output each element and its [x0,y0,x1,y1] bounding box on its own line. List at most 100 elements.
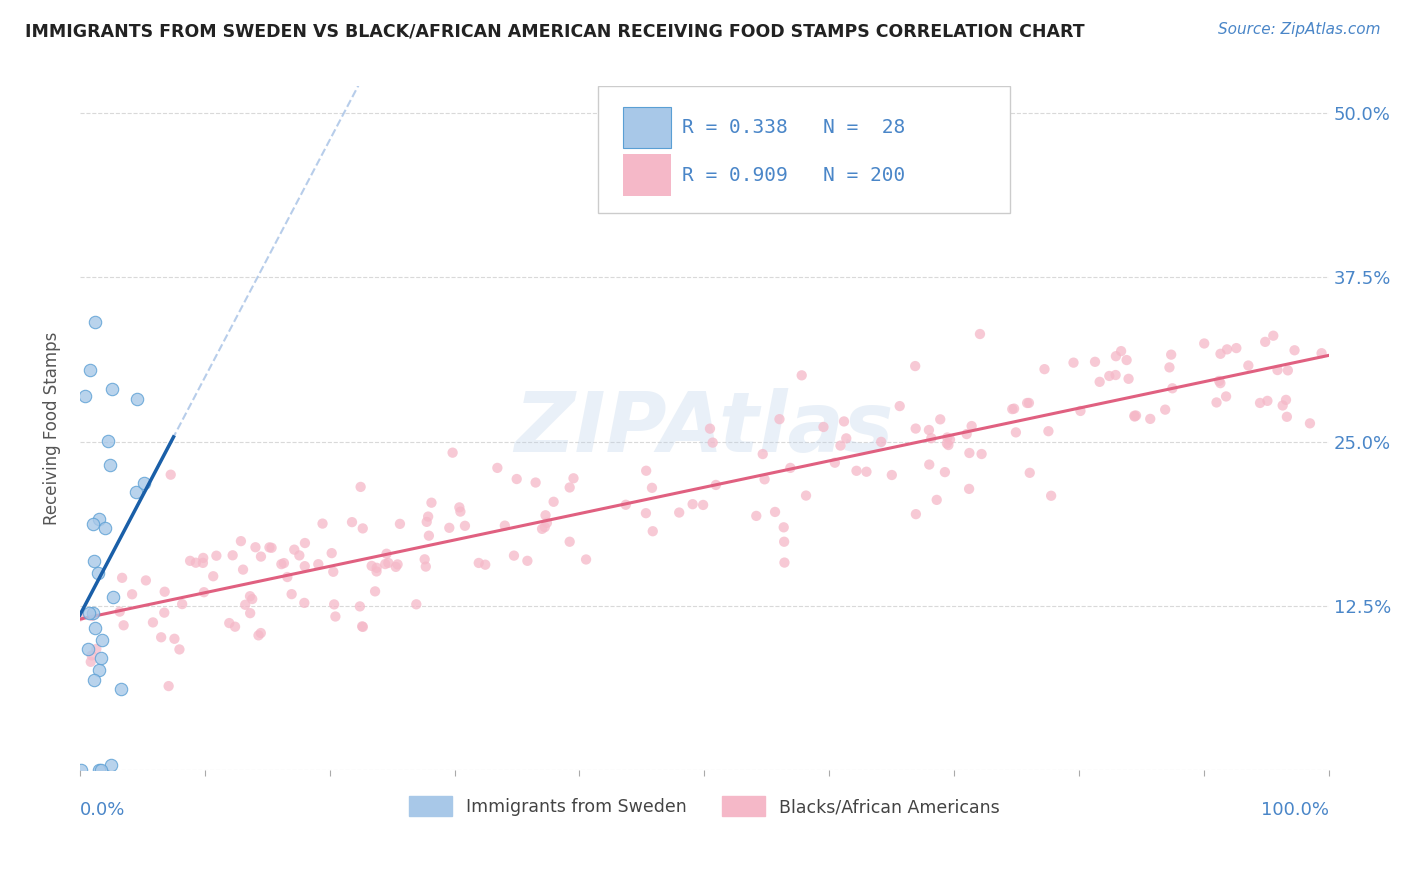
Point [159,467,181,482]
Point [533,520,555,534]
Point [641,481,664,495]
Point [558,480,581,494]
Point [420,496,443,510]
Point [80,655,103,669]
Point [534,508,557,523]
Point [349,480,371,494]
Point [1033,362,1056,376]
Point [969,326,991,341]
Point [751,447,773,461]
Point [845,464,868,478]
Point [1038,424,1060,438]
FancyBboxPatch shape [598,87,1011,213]
Point [918,458,941,472]
Point [323,598,346,612]
Point [702,435,724,450]
Point [1275,409,1298,424]
Text: IMMIGRANTS FROM SWEDEN VS BLACK/AFRICAN AMERICAN RECEIVING FOOD STAMPS CORRELATI: IMMIGRANTS FROM SWEDEN VS BLACK/AFRICAN … [25,22,1085,40]
Point [294,559,316,574]
Point [100,758,122,772]
Point [202,569,225,583]
Point [449,500,471,515]
Point [245,540,267,554]
Point [773,534,796,549]
Point [260,541,283,555]
Point [142,615,165,630]
Point [936,430,959,444]
Point [1109,344,1132,359]
Legend: Immigrants from Sweden, Blacks/African Americans: Immigrants from Sweden, Blacks/African A… [402,789,1007,823]
Point [935,436,957,450]
Point [614,498,637,512]
Point [1125,409,1147,423]
Point [84,315,107,329]
Point [1069,404,1091,418]
Point [1161,381,1184,395]
Point [918,423,941,437]
Point [112,618,135,632]
Point [86,566,108,580]
Point [205,549,228,563]
Text: Source: ZipAtlas.com: Source: ZipAtlas.com [1218,22,1381,37]
Point [1001,402,1024,417]
Point [273,556,295,570]
Point [79,363,101,377]
Point [904,421,927,435]
Point [91,632,114,647]
Point [172,597,194,611]
Point [970,447,993,461]
Point [240,592,263,607]
Point [870,434,893,449]
Point [830,439,852,453]
Point [83,621,105,635]
Point [193,585,215,599]
Point [418,529,440,543]
Point [938,438,960,452]
Point [636,464,658,478]
Point [1225,341,1247,355]
Point [405,597,427,611]
Y-axis label: Receiving Food Stamps: Receiving Food Stamps [44,332,60,525]
Point [745,508,768,523]
Point [153,584,176,599]
Point [135,574,157,588]
Point [259,541,281,555]
Point [101,591,124,605]
Point [224,620,246,634]
Point [111,571,134,585]
Point [1005,425,1028,440]
Point [1275,392,1298,407]
Point [110,682,132,697]
Point [516,554,538,568]
Point [89,663,111,677]
Point [413,552,436,566]
Point [1310,346,1333,360]
Point [1205,395,1227,409]
Point [503,549,526,563]
Point [352,521,374,535]
Point [754,472,776,486]
Point [179,554,201,568]
Point [1154,402,1177,417]
Point [957,446,980,460]
Point [925,492,948,507]
Point [1084,355,1107,369]
Point [83,673,105,687]
Point [352,619,374,633]
Point [360,558,382,573]
Text: R = 0.909   N = 200: R = 0.909 N = 200 [682,166,905,185]
Point [184,556,207,570]
Point [880,468,903,483]
Point [292,596,315,610]
Point [634,506,657,520]
Text: R = 0.338   N =  28: R = 0.338 N = 28 [682,118,905,136]
Point [1271,399,1294,413]
Point [229,534,252,549]
Point [1284,343,1306,358]
Point [1017,396,1039,410]
Point [249,626,271,640]
Point [1267,363,1289,377]
Point [311,516,333,531]
Point [1209,376,1232,391]
Point [1192,336,1215,351]
